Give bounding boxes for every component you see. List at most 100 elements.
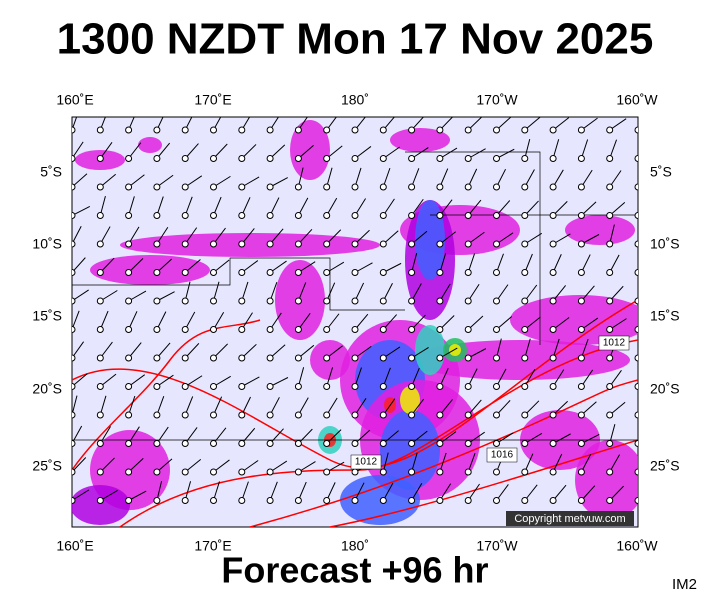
barb-station bbox=[294, 497, 302, 504]
barb-station bbox=[181, 326, 189, 333]
barb-station bbox=[125, 183, 133, 191]
barb-station bbox=[125, 212, 133, 219]
barb-station bbox=[521, 354, 529, 362]
barb-station bbox=[493, 383, 500, 390]
barb-station bbox=[379, 240, 387, 248]
barb-station bbox=[351, 126, 359, 134]
barb-station bbox=[96, 297, 104, 305]
barb-staff bbox=[637, 441, 638, 444]
barb-station bbox=[549, 354, 557, 362]
barb-station bbox=[379, 326, 387, 333]
barb-station bbox=[436, 212, 444, 219]
barb-station bbox=[493, 212, 500, 219]
barb-station bbox=[238, 440, 246, 447]
barb-station bbox=[323, 326, 331, 333]
barb-station bbox=[181, 354, 189, 362]
longitude-label: 160˚E bbox=[56, 538, 93, 554]
barb-station bbox=[125, 326, 133, 333]
barb-station bbox=[379, 440, 387, 447]
barb-station bbox=[464, 297, 472, 305]
barb-staff bbox=[637, 300, 638, 301]
barb-station bbox=[96, 383, 104, 390]
barb-station bbox=[96, 269, 104, 276]
barb-station bbox=[436, 269, 444, 276]
barb-station bbox=[125, 411, 133, 419]
barb-station bbox=[181, 411, 189, 419]
barb-station bbox=[96, 354, 104, 362]
barb-station bbox=[606, 383, 614, 390]
barb-station bbox=[266, 497, 274, 504]
barb-station bbox=[577, 269, 585, 276]
latitude-label: 15˚S bbox=[32, 308, 62, 324]
longitude-label: 170˚E bbox=[194, 538, 231, 554]
barb-station bbox=[606, 468, 614, 476]
precip-blob bbox=[400, 386, 420, 414]
barb-station bbox=[125, 240, 133, 248]
precip-blob bbox=[310, 340, 350, 380]
barb-station bbox=[379, 212, 387, 219]
barb-station bbox=[351, 383, 359, 390]
barb-station bbox=[238, 126, 246, 134]
barb-station bbox=[408, 212, 416, 219]
barb-staff bbox=[637, 385, 638, 387]
latitude-label: 25˚S bbox=[650, 458, 680, 474]
precip-blob bbox=[449, 344, 461, 356]
barb-station bbox=[577, 440, 585, 447]
barb-station bbox=[549, 297, 557, 305]
longitude-label: 170˚E bbox=[194, 92, 231, 108]
barb-station bbox=[634, 155, 638, 162]
latitude-label: 25˚S bbox=[32, 458, 62, 474]
barb-station bbox=[72, 240, 76, 248]
barb-station bbox=[323, 155, 331, 162]
barb-station bbox=[493, 440, 500, 447]
barb-station bbox=[408, 326, 416, 333]
barb-station bbox=[238, 468, 246, 476]
barb-station bbox=[96, 440, 104, 447]
barb-station bbox=[238, 269, 246, 276]
barb-station bbox=[464, 440, 472, 447]
barb-station bbox=[210, 212, 217, 219]
barb-station bbox=[634, 354, 638, 362]
barb-station bbox=[72, 297, 76, 305]
barb-station bbox=[294, 155, 302, 162]
barb-station bbox=[634, 269, 638, 276]
barb-station bbox=[493, 497, 500, 504]
barb-station bbox=[351, 155, 359, 162]
barb-station bbox=[72, 354, 76, 362]
barb-station bbox=[379, 126, 387, 134]
barb-station bbox=[351, 212, 359, 219]
barb-station bbox=[125, 468, 133, 476]
barb-station bbox=[464, 269, 472, 276]
title: 1300 NZDT Mon 17 Nov 2025 bbox=[57, 15, 654, 64]
barb-station bbox=[181, 269, 189, 276]
barb-station bbox=[379, 183, 387, 191]
barb-station bbox=[634, 497, 638, 504]
barb-station bbox=[549, 269, 557, 276]
barb-station bbox=[493, 354, 500, 362]
barb-station bbox=[238, 411, 246, 419]
barb-station bbox=[379, 155, 387, 162]
barb-station bbox=[351, 269, 359, 276]
barb-station bbox=[153, 354, 161, 362]
barb-station bbox=[408, 269, 416, 276]
barb-station bbox=[351, 326, 359, 333]
barb-station bbox=[634, 297, 638, 305]
barb-station bbox=[521, 326, 529, 333]
barb-station bbox=[266, 126, 274, 134]
barb-station bbox=[294, 240, 302, 248]
barb-station bbox=[266, 240, 274, 248]
barb-station bbox=[521, 497, 529, 504]
barb-station bbox=[153, 155, 161, 162]
barb-station bbox=[634, 326, 638, 333]
barb-station bbox=[606, 497, 614, 504]
barb-station bbox=[464, 411, 472, 419]
barb-station bbox=[266, 155, 274, 162]
barb-station bbox=[96, 240, 104, 248]
barb-station bbox=[606, 240, 614, 248]
barb-staff bbox=[637, 214, 638, 216]
barb-station bbox=[379, 383, 387, 390]
barb-station bbox=[351, 497, 359, 504]
barb-station bbox=[408, 183, 416, 191]
barb-station bbox=[464, 183, 472, 191]
barb-station bbox=[408, 297, 416, 305]
